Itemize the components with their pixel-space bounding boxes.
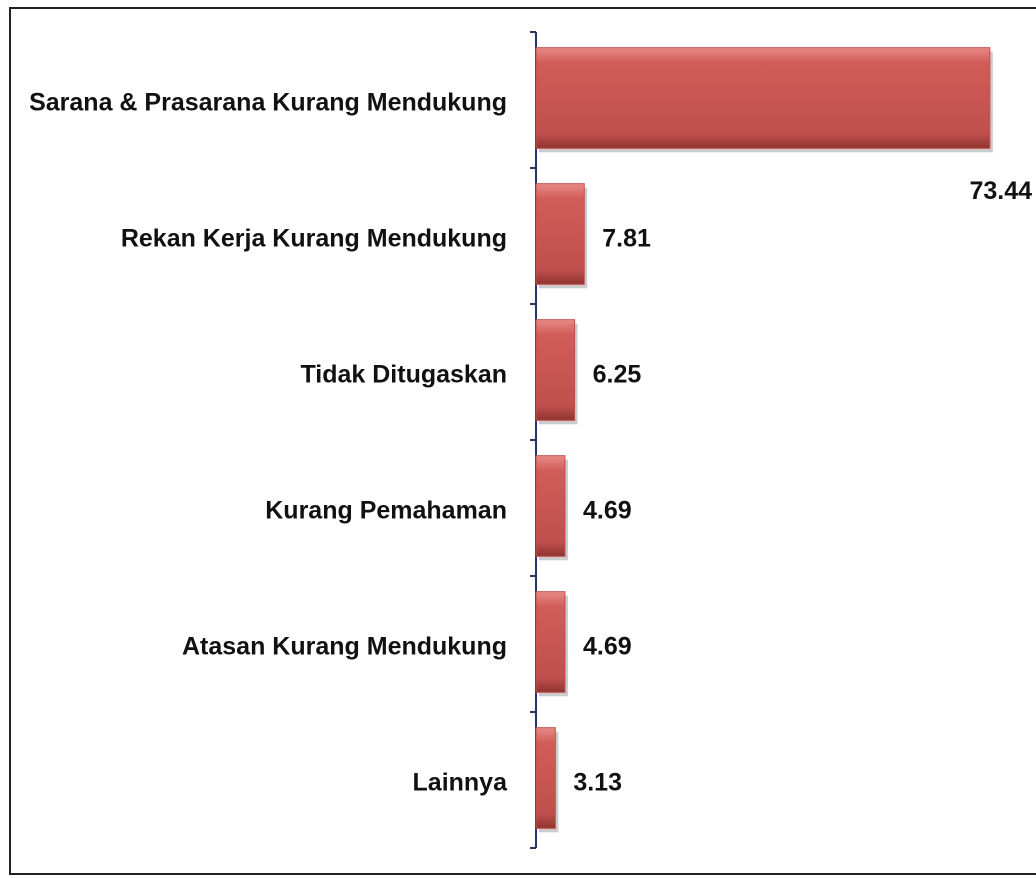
bar	[535, 47, 991, 149]
bar	[535, 319, 576, 421]
value-label: 6.25	[593, 361, 642, 389]
category-label: Atasan Kurang Mendukung	[182, 633, 507, 661]
value-label: 4.69	[583, 633, 632, 661]
value-label: 3.13	[573, 769, 622, 797]
bar	[535, 727, 556, 829]
value-label: 73.44	[969, 177, 1032, 205]
category-label: Sarana & Prasarana Kurang Mendukung	[29, 89, 507, 117]
bar	[535, 591, 566, 693]
bar	[535, 183, 585, 285]
value-label: 4.69	[583, 497, 632, 525]
category-label: Kurang Pemahaman	[265, 497, 507, 525]
category-label: Rekan Kerja Kurang Mendukung	[121, 225, 507, 253]
category-label: Tidak Ditugaskan	[300, 361, 507, 389]
frame	[9, 7, 1036, 875]
value-label: 7.81	[602, 225, 651, 253]
plot-area: Sarana & Prasarana Kurang Mendukung 73.44…	[29, 31, 1032, 849]
category-label: Lainnya	[413, 769, 509, 797]
bar	[535, 455, 566, 557]
